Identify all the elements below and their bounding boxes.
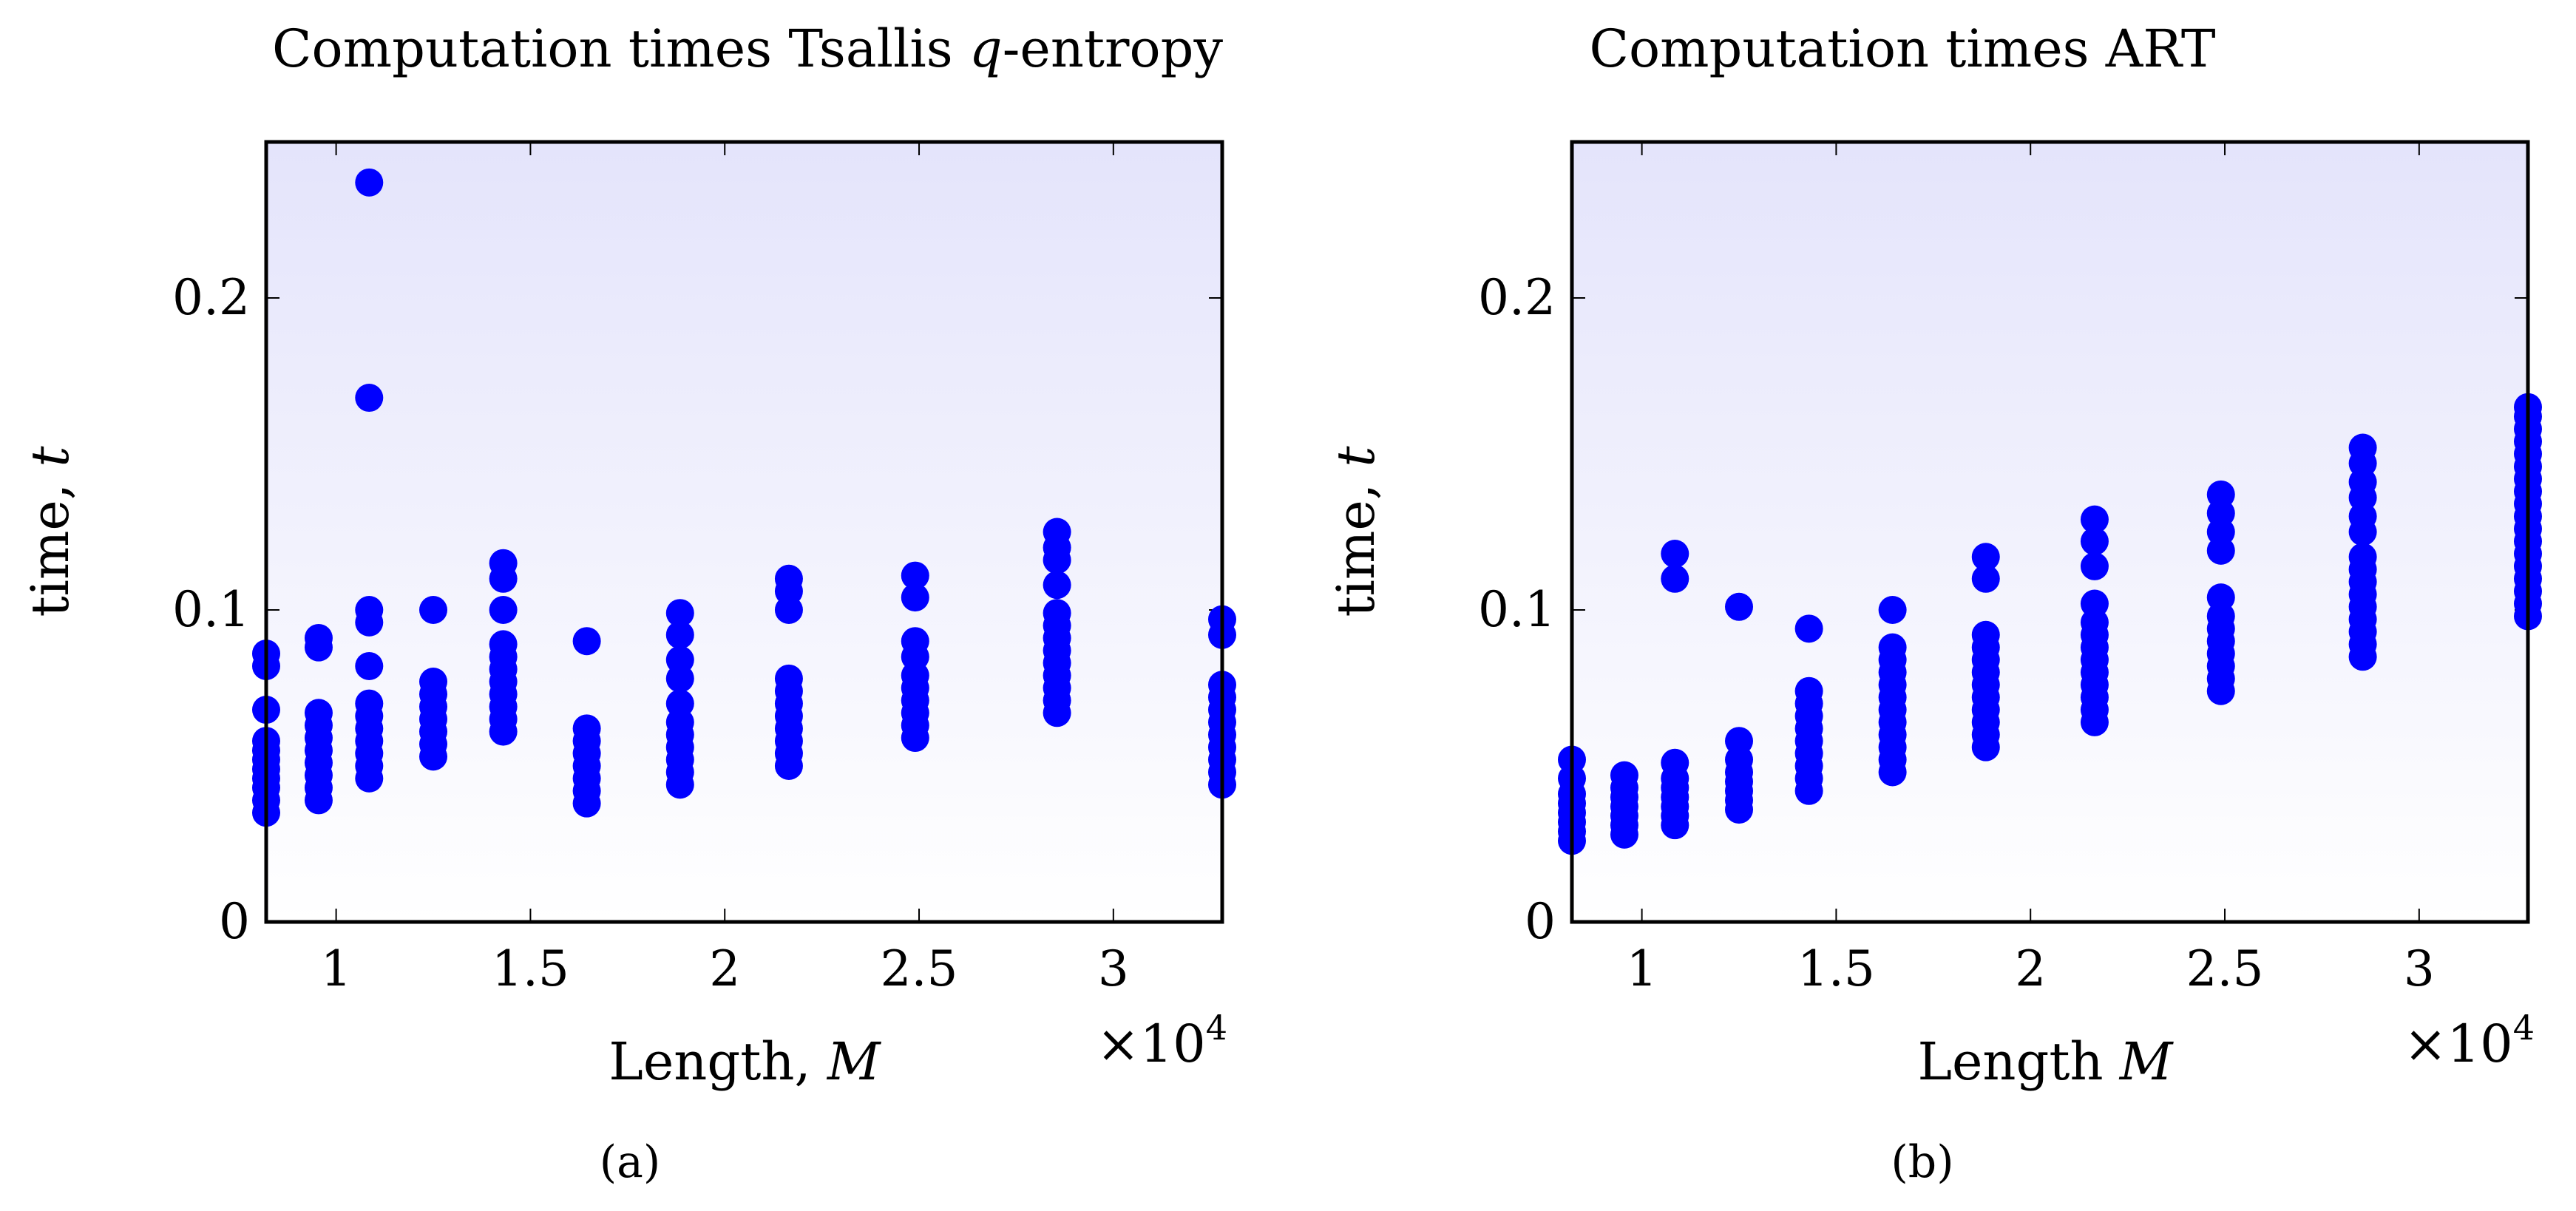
chart-b-y-tick-labels: 0 0.1 0.2	[1478, 269, 1556, 950]
x-tick-label: 2	[2015, 940, 2046, 997]
data-point	[572, 627, 601, 656]
chart-b-subcaption: (b)	[1891, 1136, 1953, 1188]
data-point	[1971, 543, 2000, 571]
x-tick-label: 2.5	[881, 940, 958, 997]
chart-b-x-scale-label: ×104	[2404, 1008, 2535, 1074]
chart-a-x-scale-label: ×104	[1097, 1008, 1227, 1074]
data-point	[1610, 761, 1638, 790]
data-point	[665, 620, 694, 649]
chart-a: Computation times Tsallis q-entropy 0 0.1…	[20, 18, 1236, 1188]
chart-a-frame	[264, 140, 1224, 924]
data-point	[304, 699, 333, 727]
data-point	[1043, 599, 1071, 628]
chart-b-frame	[1570, 140, 2530, 924]
chart-a-x-axis-label: Length, M	[609, 1031, 882, 1092]
data-point	[2348, 433, 2377, 462]
data-point	[1878, 596, 1907, 624]
chart-b-title: Computation times ART	[1589, 18, 2215, 79]
chart-a-title: Computation times Tsallis q-entropy	[272, 18, 1223, 79]
chart-a-plot-area	[266, 142, 1222, 922]
data-point	[665, 599, 694, 628]
x-tick-label: 1.5	[492, 940, 569, 997]
data-point	[1971, 564, 2000, 593]
data-point	[665, 689, 694, 718]
x-tick-label: 1	[321, 940, 352, 997]
x-tick-label: 3	[2404, 940, 2435, 997]
data-point	[1661, 748, 1689, 777]
x-tick-label: 2	[709, 940, 740, 997]
data-point	[355, 651, 384, 680]
data-point	[1878, 633, 1907, 662]
data-point	[1661, 564, 1689, 593]
data-point	[355, 168, 384, 197]
x-tick-label: 1	[1627, 940, 1658, 997]
chart-b-plot-area	[1572, 142, 2528, 922]
data-point	[1725, 727, 1754, 756]
data-point	[1794, 614, 1823, 643]
data-point	[774, 664, 803, 693]
data-point	[1725, 592, 1754, 621]
chart-b: Computation times ART 00.10.2 1 1.5 2 2.5 3 …	[1326, 18, 2542, 1188]
data-point	[2080, 505, 2109, 534]
y-tick-label: 0.2	[172, 269, 250, 326]
y-tick-label: 0	[1525, 893, 1556, 950]
data-point	[901, 627, 929, 656]
data-point	[1794, 676, 1823, 705]
data-point	[901, 583, 929, 612]
data-point	[489, 630, 518, 659]
chart-a-y-tick-labels: 0 0.1 0.2	[172, 269, 250, 950]
chart-b-x-tick-labels: 1 1.5 2 2.5 3	[1627, 940, 2435, 997]
data-point	[2080, 527, 2109, 556]
data-point	[2206, 480, 2235, 509]
data-point	[1043, 518, 1071, 546]
y-tick-label: 0.1	[172, 581, 250, 638]
chart-a-subcaption: (a)	[600, 1136, 661, 1188]
data-point	[1661, 540, 1689, 569]
data-point	[355, 384, 384, 413]
chart-b-x-axis-label: Length M	[1918, 1031, 2175, 1092]
data-point	[2080, 589, 2109, 618]
y-tick-label: 0	[219, 893, 250, 950]
x-tick-label: 2.5	[2186, 940, 2264, 997]
data-point	[355, 596, 384, 624]
data-point	[489, 549, 518, 577]
data-point	[901, 561, 929, 590]
data-point	[572, 714, 601, 743]
data-point	[419, 668, 448, 696]
data-point	[2080, 552, 2109, 580]
data-point	[2206, 583, 2235, 612]
data-point	[1043, 571, 1071, 600]
data-point	[489, 596, 518, 624]
data-point	[2348, 543, 2377, 571]
data-point	[419, 596, 448, 624]
data-point	[774, 564, 803, 593]
data-point	[665, 645, 694, 674]
y-tick-label: 0.2	[1478, 269, 1556, 326]
chart-b-y-axis-label: time, t	[1326, 446, 1386, 617]
data-point	[355, 689, 384, 718]
x-tick-label: 3	[1098, 940, 1129, 997]
x-tick-label: 1.5	[1797, 940, 1875, 997]
data-point	[304, 623, 333, 652]
y-tick-label: 0.1	[1478, 581, 1556, 638]
chart-a-x-tick-labels: 1 1.5 2 2.5 3	[321, 940, 1129, 997]
data-point	[1971, 620, 2000, 649]
chart-a-y-axis-label: time, t	[20, 446, 81, 617]
